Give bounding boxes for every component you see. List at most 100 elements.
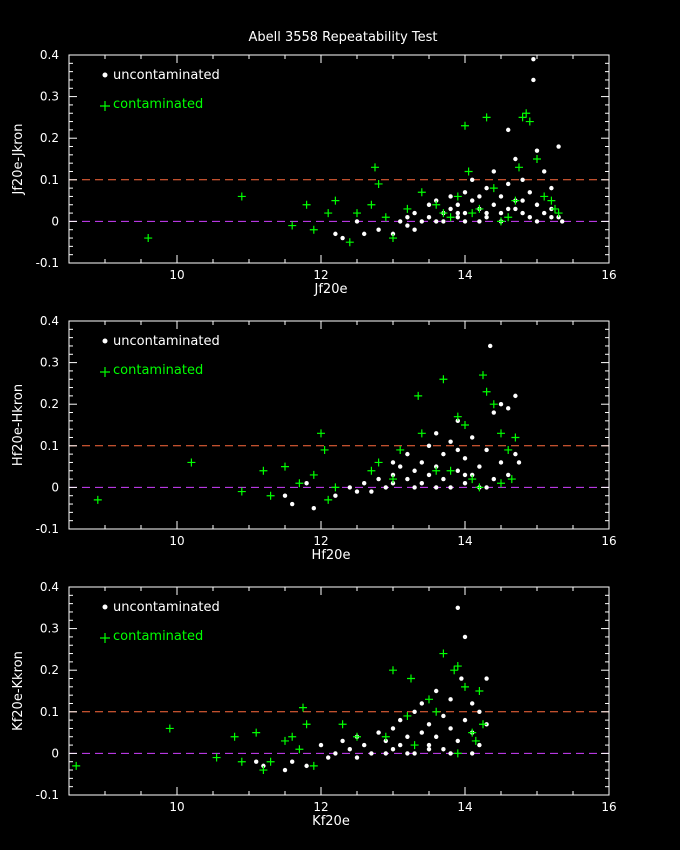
data-point-contaminated [302, 200, 311, 209]
data-point-uncontaminated [254, 759, 259, 764]
data-point-uncontaminated [426, 742, 432, 748]
x-tick-label: 16 [601, 268, 616, 282]
data-point-uncontaminated [354, 755, 360, 760]
data-point-uncontaminated [462, 219, 468, 224]
data-point-uncontaminated [448, 697, 453, 702]
data-point-uncontaminated [405, 451, 410, 457]
data-point-uncontaminated [534, 202, 540, 207]
data-point-uncontaminated [354, 489, 360, 494]
data-point-contaminated [414, 391, 423, 400]
data-point-uncontaminated [484, 185, 489, 191]
data-point-uncontaminated [462, 456, 468, 461]
y-tick-label: -0.1 [36, 788, 59, 802]
legend: uncontaminated contaminated [100, 334, 220, 378]
data-point-contaminated [309, 761, 318, 770]
data-point-uncontaminated [426, 472, 432, 478]
data-point-uncontaminated [455, 202, 460, 207]
y-tick-label: 0.1 [40, 705, 59, 719]
data-point-contaminated [446, 466, 455, 475]
legend-marker-uncontaminated [102, 72, 108, 78]
data-point-uncontaminated [477, 219, 482, 224]
legend-label-uncontaminated: uncontaminated [113, 334, 220, 349]
data-point-uncontaminated [462, 190, 468, 195]
data-point-uncontaminated [412, 468, 417, 473]
data-point-contaminated [497, 429, 505, 438]
data-point-uncontaminated [383, 751, 388, 756]
y-tick-label: 0.3 [40, 356, 59, 370]
data-point-contaminated [497, 479, 505, 488]
data-point-contaminated [320, 445, 329, 454]
data-point-uncontaminated [441, 219, 446, 224]
data-point-contaminated [288, 732, 297, 741]
data-point-uncontaminated [441, 451, 446, 457]
data-point-uncontaminated [405, 734, 410, 739]
data-point-contaminated [475, 687, 484, 695]
chart-panel-2: 10 12 14 16 -0.1 0 0.1 0.2 0.3 0.4 Hf20e Hf20e-Hkro… [11, 314, 617, 563]
data-point-uncontaminated [434, 734, 439, 739]
data-point-uncontaminated [470, 177, 475, 182]
chart-panel-3: 10 12 14 16 -0.1 0 0.1 0.2 0.3 0.4 Kf20e Kf20e-Kkro… [11, 580, 617, 829]
x-tick-label: 16 [601, 534, 616, 548]
data-point-uncontaminated [462, 472, 468, 478]
data-point-contaminated [479, 371, 487, 380]
data-point-uncontaminated [347, 485, 352, 490]
data-point-contaminated [252, 728, 261, 737]
data-point-uncontaminated [491, 202, 496, 207]
data-point-uncontaminated [282, 767, 288, 773]
y-tick-label: 0.4 [40, 48, 59, 62]
data-point-contaminated [237, 192, 246, 201]
data-point-uncontaminated [556, 215, 561, 220]
data-point-contaminated [324, 209, 333, 218]
data-point-contaminated [237, 487, 246, 496]
data-point-contaminated [417, 188, 426, 197]
y-tick-label: -0.1 [36, 522, 59, 536]
data-point-contaminated [367, 200, 376, 209]
data-point-contaminated [547, 196, 556, 205]
data-point-uncontaminated [426, 722, 432, 727]
data-point-uncontaminated [477, 742, 482, 748]
data-point-contaminated [403, 711, 412, 720]
data-point-uncontaminated [434, 431, 439, 436]
data-point-uncontaminated [362, 481, 367, 486]
data-point-uncontaminated [448, 439, 453, 444]
series-uncontaminated [333, 56, 565, 241]
data-point-uncontaminated [304, 481, 309, 486]
data-point-contaminated [396, 445, 405, 454]
data-point-uncontaminated [448, 485, 453, 490]
data-point-uncontaminated [542, 210, 547, 216]
data-point-contaminated [515, 163, 523, 172]
x-tick-label: 10 [169, 800, 184, 814]
series-contaminated [72, 649, 487, 775]
data-point-uncontaminated [441, 713, 446, 719]
data-point-uncontaminated [506, 127, 511, 133]
data-point-contaminated [446, 213, 455, 222]
x-tick-label: 10 [169, 534, 184, 548]
data-point-uncontaminated [398, 742, 403, 748]
data-point-contaminated [353, 732, 361, 741]
y-tick-label: -0.1 [36, 256, 59, 270]
data-point-contaminated [389, 666, 397, 675]
legend: uncontaminated contaminated [100, 68, 220, 112]
data-point-contaminated [417, 429, 426, 438]
plot-frame [68, 54, 610, 264]
data-point-uncontaminated [412, 227, 417, 232]
data-point-uncontaminated [560, 219, 565, 224]
data-point-contaminated [367, 466, 376, 475]
data-point-contaminated [93, 495, 102, 504]
data-point-uncontaminated [390, 231, 396, 237]
data-point-contaminated [432, 707, 441, 716]
data-point-uncontaminated [527, 190, 532, 195]
y-tick-label: 0.3 [40, 622, 59, 636]
data-point-uncontaminated [405, 476, 410, 482]
data-point-uncontaminated [513, 206, 518, 212]
data-point-uncontaminated [542, 169, 547, 174]
data-point-contaminated [374, 458, 383, 467]
data-point-uncontaminated [513, 393, 518, 399]
data-point-uncontaminated [434, 485, 439, 490]
y-tick-label: 0 [51, 214, 59, 228]
legend: uncontaminated contaminated [100, 600, 220, 644]
data-point-uncontaminated [470, 198, 475, 203]
data-point-uncontaminated [383, 738, 388, 744]
data-point-uncontaminated [347, 747, 352, 752]
